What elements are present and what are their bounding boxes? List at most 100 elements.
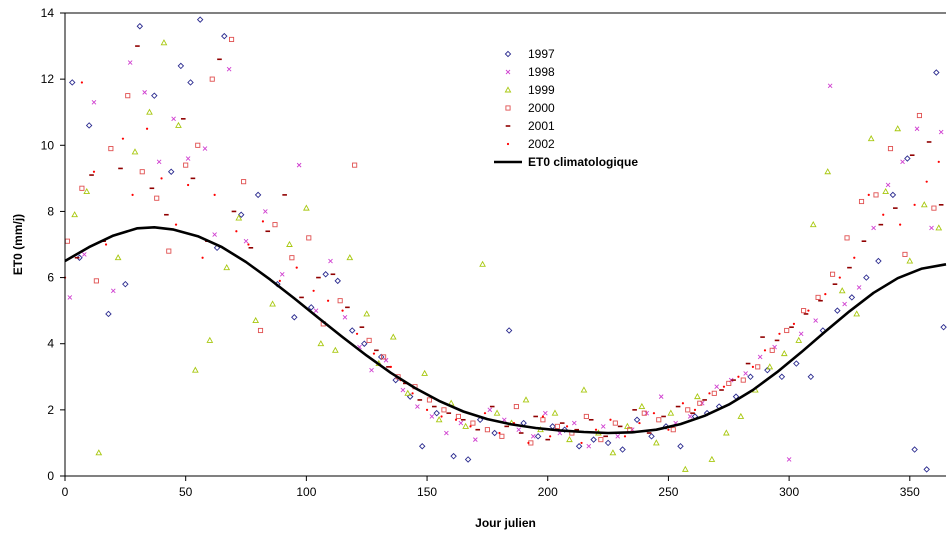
data-point — [241, 179, 247, 185]
data-point — [303, 204, 310, 211]
data-point — [295, 266, 298, 269]
data-point — [824, 293, 827, 296]
data-point — [108, 146, 114, 152]
data-point — [296, 162, 302, 168]
data-point — [243, 238, 249, 244]
data-point — [807, 309, 810, 312]
data-point — [139, 169, 145, 175]
data-point — [834, 307, 841, 314]
data-point — [554, 423, 560, 429]
data-marks — [63, 16, 947, 473]
data-point — [604, 439, 612, 447]
data-point — [530, 433, 536, 439]
data-point — [191, 366, 199, 373]
data-point — [209, 76, 215, 82]
legend-label: 2000 — [528, 101, 555, 115]
data-point — [801, 308, 807, 314]
data-point — [93, 278, 99, 284]
data-point — [609, 418, 612, 421]
data-point — [505, 327, 513, 334]
data-point — [844, 235, 850, 241]
data-point — [882, 187, 890, 195]
data-point — [913, 203, 916, 206]
data-point — [185, 156, 191, 161]
x-tick-label: 350 — [900, 485, 920, 499]
legend-label: 1998 — [528, 65, 555, 79]
data-point — [476, 416, 484, 424]
legend-swatch — [505, 105, 511, 111]
data-point — [206, 336, 214, 343]
data-point — [484, 427, 490, 433]
data-point — [906, 257, 914, 264]
data-point — [527, 441, 530, 445]
data-point — [580, 441, 583, 445]
data-point — [615, 433, 621, 439]
data-point — [697, 400, 703, 406]
data-point — [920, 201, 928, 208]
climatological-curve — [64, 226, 947, 435]
data-point — [737, 412, 745, 419]
data-point — [433, 409, 440, 417]
data-point — [212, 232, 217, 237]
data-point — [127, 60, 133, 65]
x-tick-label: 250 — [658, 485, 678, 499]
data-point — [722, 429, 730, 436]
data-point — [464, 456, 472, 463]
data-point — [757, 354, 763, 360]
data-point — [363, 310, 371, 317]
data-point — [551, 409, 559, 416]
data-point — [81, 252, 87, 257]
data-point — [743, 371, 748, 376]
data-point — [261, 220, 265, 223]
x-tick-label: 0 — [62, 485, 69, 499]
data-point — [85, 122, 93, 129]
data-point — [306, 235, 312, 241]
data-point — [793, 360, 800, 367]
legend-item: 1998 — [505, 65, 555, 79]
data-point — [125, 93, 131, 99]
data-point — [498, 431, 501, 435]
series-1999 — [71, 39, 943, 472]
data-point — [341, 309, 344, 312]
data-point — [361, 340, 368, 347]
data-point — [142, 90, 147, 95]
data-point — [307, 304, 315, 311]
data-point — [638, 402, 646, 409]
data-point — [80, 81, 83, 84]
data-point — [175, 121, 182, 128]
data-point — [609, 449, 617, 456]
y-tick-label: 0 — [47, 469, 54, 483]
legend-item: 1999 — [504, 83, 555, 97]
legend-label: 1999 — [528, 83, 555, 97]
data-point — [289, 255, 295, 261]
x-ticks: 0 50 100 150 200 250 300 350 — [62, 476, 920, 499]
y-tick-label: 8 — [47, 204, 54, 218]
data-point — [824, 168, 832, 175]
data-point — [154, 195, 160, 201]
data-point — [648, 433, 655, 440]
data-point — [513, 404, 519, 410]
data-point — [873, 192, 879, 198]
data-point — [257, 327, 264, 334]
data-point — [940, 323, 947, 331]
data-point — [342, 314, 348, 320]
data-point — [501, 417, 507, 423]
data-point — [780, 350, 788, 357]
data-point — [619, 446, 626, 453]
data-point — [145, 127, 149, 130]
data-point — [543, 410, 548, 416]
y-tick-label: 12 — [41, 72, 55, 86]
legend-swatch — [504, 86, 512, 93]
y-tick-label: 2 — [47, 403, 54, 417]
data-point — [352, 162, 358, 168]
data-point — [186, 183, 190, 187]
legend-label: 2002 — [528, 137, 555, 151]
data-point — [766, 363, 774, 370]
series-2000 — [64, 36, 937, 446]
data-point — [858, 198, 865, 205]
legend-label: 1997 — [528, 47, 555, 61]
data-point — [583, 413, 589, 420]
data-point — [462, 422, 470, 429]
data-point — [355, 332, 359, 335]
data-point — [667, 428, 670, 431]
